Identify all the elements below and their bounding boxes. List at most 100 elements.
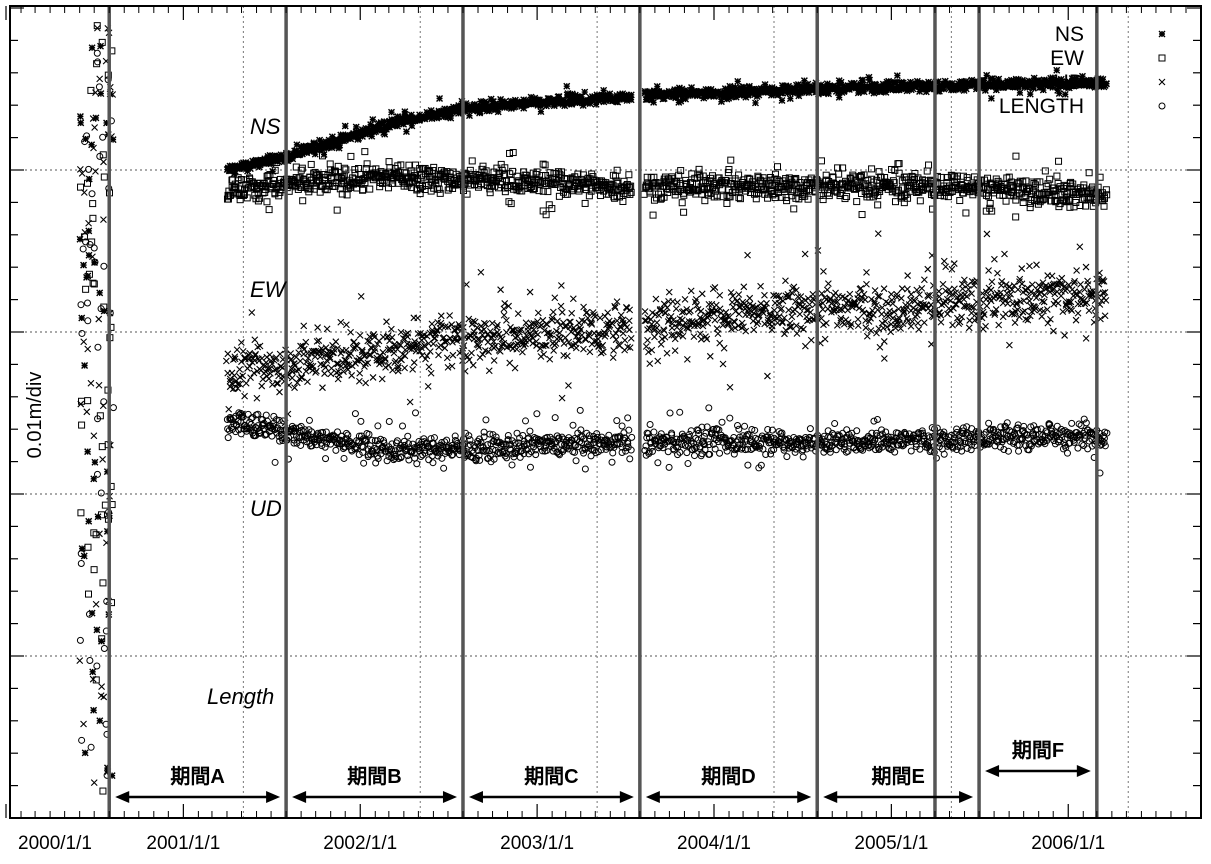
data-point bbox=[847, 291, 853, 297]
data-point bbox=[1056, 158, 1062, 164]
data-point bbox=[547, 356, 553, 362]
data-point bbox=[278, 363, 284, 369]
data-point bbox=[654, 320, 660, 326]
data-point bbox=[647, 361, 653, 367]
data-point bbox=[545, 189, 551, 195]
data-point bbox=[688, 288, 694, 294]
data-point bbox=[917, 198, 923, 204]
data-point bbox=[375, 423, 381, 429]
data-point bbox=[672, 348, 678, 354]
data-point bbox=[517, 454, 523, 460]
data-point bbox=[745, 252, 751, 258]
data-point bbox=[712, 284, 718, 290]
data-point bbox=[989, 279, 995, 285]
data-point bbox=[366, 431, 372, 437]
data-point bbox=[269, 381, 275, 387]
data-point bbox=[1001, 251, 1007, 257]
data-point bbox=[584, 309, 590, 315]
data-point bbox=[626, 172, 632, 178]
data-point bbox=[779, 320, 785, 326]
data-point bbox=[1055, 300, 1061, 306]
data-point bbox=[698, 308, 704, 314]
data-point bbox=[327, 161, 333, 167]
data-point bbox=[736, 311, 742, 317]
data-point bbox=[679, 200, 685, 206]
data-point bbox=[237, 366, 243, 372]
series-ud bbox=[223, 231, 1109, 426]
data-point bbox=[919, 285, 925, 291]
data-point bbox=[502, 300, 508, 306]
data-point bbox=[348, 329, 354, 335]
data-point bbox=[587, 349, 593, 355]
data-point bbox=[916, 326, 922, 332]
data-point bbox=[414, 461, 420, 467]
data-point bbox=[677, 409, 683, 415]
data-point bbox=[357, 332, 363, 338]
data-point bbox=[944, 311, 950, 317]
data-point bbox=[570, 296, 576, 302]
data-point bbox=[751, 327, 757, 333]
data-point bbox=[688, 428, 694, 434]
data-point bbox=[779, 97, 785, 103]
data-point bbox=[764, 300, 770, 306]
data-point bbox=[323, 456, 329, 462]
data-point bbox=[441, 465, 447, 471]
data-point bbox=[319, 385, 325, 391]
data-point bbox=[240, 348, 246, 354]
data-point bbox=[620, 330, 626, 336]
data-point bbox=[514, 346, 520, 352]
data-point bbox=[1026, 263, 1032, 269]
data-point bbox=[586, 193, 592, 199]
data-point bbox=[622, 337, 628, 343]
data-point bbox=[673, 306, 679, 312]
data-point bbox=[541, 351, 547, 357]
data-point bbox=[1086, 308, 1092, 314]
data-point bbox=[823, 320, 829, 326]
data-point bbox=[565, 383, 571, 389]
data-point bbox=[951, 261, 957, 267]
data-point bbox=[1020, 309, 1026, 315]
data-point bbox=[231, 373, 237, 379]
data-point bbox=[515, 311, 521, 317]
data-point bbox=[358, 293, 364, 299]
data-point bbox=[949, 266, 955, 272]
data-point bbox=[388, 109, 394, 115]
data-point bbox=[628, 335, 634, 341]
data-point bbox=[724, 200, 730, 206]
data-point bbox=[954, 315, 960, 321]
data-point bbox=[570, 422, 576, 428]
data-point bbox=[645, 337, 651, 343]
data-point bbox=[905, 273, 911, 279]
data-point bbox=[877, 344, 883, 350]
data-point bbox=[1086, 170, 1092, 176]
data-point bbox=[855, 292, 861, 298]
data-point bbox=[559, 309, 565, 315]
data-point bbox=[234, 347, 240, 353]
data-point bbox=[425, 383, 431, 389]
data-point bbox=[249, 310, 255, 316]
data-point bbox=[699, 451, 705, 457]
data-point bbox=[247, 363, 253, 369]
data-point bbox=[862, 297, 868, 303]
data-point bbox=[426, 364, 432, 370]
data-point bbox=[573, 458, 579, 464]
data-point bbox=[666, 289, 672, 295]
data-point bbox=[260, 376, 266, 382]
data-point bbox=[535, 332, 541, 338]
data-point bbox=[776, 313, 782, 319]
data-point bbox=[629, 434, 635, 440]
data-point bbox=[338, 319, 344, 325]
data-point bbox=[875, 202, 881, 208]
data-point bbox=[383, 319, 389, 325]
data-point bbox=[426, 457, 432, 463]
data-point bbox=[797, 311, 803, 317]
data-point bbox=[429, 321, 435, 327]
data-point bbox=[343, 322, 349, 328]
data-point bbox=[523, 418, 529, 424]
data-point bbox=[1027, 298, 1033, 304]
data-point bbox=[243, 380, 249, 386]
data-point bbox=[1085, 278, 1091, 284]
data-point bbox=[335, 376, 341, 382]
data-point bbox=[609, 459, 615, 465]
